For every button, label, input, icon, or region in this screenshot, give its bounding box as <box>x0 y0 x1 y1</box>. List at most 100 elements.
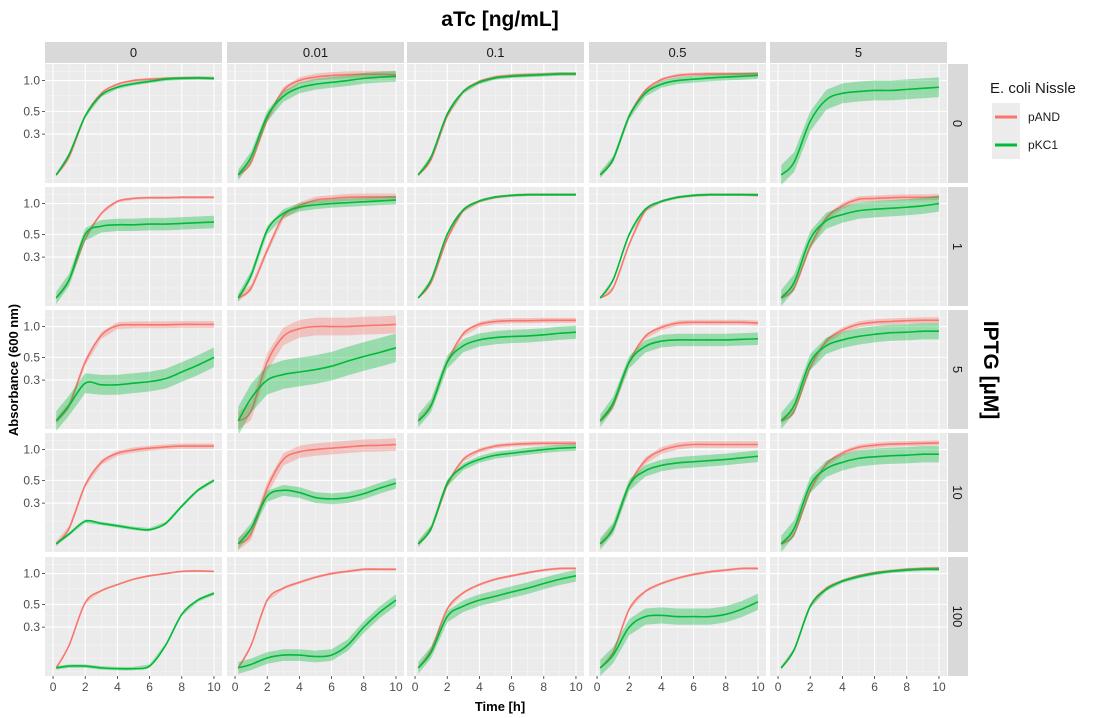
series-line-pkc1 <box>780 202 940 299</box>
x-tick-label: 2 <box>264 680 271 694</box>
series-line-pkc1 <box>55 77 214 176</box>
x-tick-label: 6 <box>871 680 878 694</box>
series-line-pkc1 <box>780 568 939 669</box>
facet-panel <box>589 64 766 183</box>
series-line-pkc1 <box>417 193 576 299</box>
x-tick-label: 10 <box>569 680 583 694</box>
x-tick-label: 4 <box>296 680 303 694</box>
y-axis-label: Absorbance (600 nm) <box>6 304 21 436</box>
series-line-pand <box>55 570 214 669</box>
y-tick-label: 1.0 <box>23 320 40 334</box>
legend-entry-pand: pAND <box>1028 110 1060 124</box>
series-line-pkc1 <box>780 453 939 545</box>
x-tick-label: 6 <box>690 680 697 694</box>
series-line-pkc1 <box>599 601 759 669</box>
facet-panel <box>770 187 947 306</box>
y-tick-label: 0.5 <box>23 597 40 611</box>
series-line-pkc1 <box>237 75 396 176</box>
ribbon-pkc1 <box>238 594 396 674</box>
facet-panel <box>589 433 766 552</box>
series-line-pand <box>237 443 396 545</box>
x-tick-label: 8 <box>722 680 729 694</box>
legend: E. coli Nissle pAND pKC1 <box>990 80 1076 159</box>
facet-col-label: 0 <box>130 45 137 60</box>
series-line-pkc1 <box>55 356 215 422</box>
x-tick-label: 2 <box>82 680 89 694</box>
series-line-pand <box>237 323 396 422</box>
ribbon-pkc1 <box>418 325 576 428</box>
ribbon-pand <box>56 570 214 669</box>
x-tick-label: 6 <box>508 680 515 694</box>
ribbon-pand <box>238 193 396 302</box>
facet-panel <box>227 310 404 436</box>
facet-col-strip <box>45 42 222 63</box>
facet-panel <box>45 64 222 183</box>
facet-row-strip <box>948 433 968 552</box>
x-tick-label: 0 <box>412 680 419 694</box>
x-tick-label: 0 <box>50 680 57 694</box>
facet-panel <box>45 310 222 431</box>
series-line-pand <box>780 442 939 545</box>
facet-col-strip <box>770 42 947 63</box>
x-tick-label: 10 <box>207 680 221 694</box>
facet-row-label: 0 <box>950 120 965 127</box>
x-tick-label: 6 <box>328 680 335 694</box>
y-tick-label: 0.3 <box>23 373 40 387</box>
series-line-pkc1 <box>237 347 397 422</box>
y-tick-label: 0.5 <box>23 104 40 118</box>
series-line-pand <box>780 319 939 422</box>
facet-panel <box>45 187 222 306</box>
facet-panel <box>227 187 404 306</box>
x-axis-label: Time [h] <box>475 699 525 714</box>
y-tick-label: 0.5 <box>23 473 40 487</box>
ribbon-pand <box>418 317 576 424</box>
series-line-pand <box>55 323 214 422</box>
facet-panel <box>227 433 404 552</box>
y-tick-label: 0.3 <box>23 127 40 141</box>
series-line-pand <box>237 568 396 669</box>
x-tick-label: 0 <box>232 680 239 694</box>
series-line-pkc1 <box>599 337 758 422</box>
facet-col-strip <box>589 42 766 63</box>
series-line-pand <box>55 445 214 545</box>
facet-panel <box>45 557 222 676</box>
series-line-pkc1 <box>599 455 759 545</box>
x-tick-label: 8 <box>540 680 547 694</box>
facet-panel <box>770 557 947 676</box>
ribbon-pkc1 <box>781 195 939 306</box>
series-line-pkc1 <box>599 74 758 176</box>
legend-title: E. coli Nissle <box>990 80 1076 97</box>
series-line-pkc1 <box>599 193 758 299</box>
facet-col-strip <box>407 42 584 63</box>
facet-row-label: 1 <box>950 243 965 250</box>
ribbon-pkc1 <box>418 569 576 674</box>
y-tick-label: 0.5 <box>23 350 40 364</box>
facet-panel <box>407 187 584 306</box>
facet-row-label: 5 <box>950 366 965 373</box>
ribbon-pkc1 <box>600 450 758 550</box>
facet-panel <box>589 310 766 429</box>
ribbon-pkc1 <box>600 332 758 428</box>
series-line-pkc1 <box>237 199 396 299</box>
x-tick-label: 2 <box>444 680 451 694</box>
series-line-pand <box>417 567 576 669</box>
series-line-pkc1 <box>417 73 576 176</box>
facet-panel <box>407 310 584 429</box>
x-tick-label: 0 <box>775 680 782 694</box>
y-tick-label: 1.0 <box>23 443 40 457</box>
facet-panel <box>407 557 584 676</box>
series-line-pkc1 <box>238 599 397 669</box>
y-tick-label: 1.0 <box>23 567 40 581</box>
facet-row-strip <box>948 310 968 429</box>
facet-col-label: 5 <box>855 45 862 60</box>
series-line-pkc1 <box>55 479 215 545</box>
facet-row-label: 100 <box>950 606 965 628</box>
series-line-pand <box>55 196 214 299</box>
x-tick-label: 4 <box>114 680 121 694</box>
x-tick-label: 10 <box>932 680 946 694</box>
ribbon-pkc1 <box>56 347 214 431</box>
series-line-pand <box>237 73 396 176</box>
series-line-pkc1 <box>56 592 215 670</box>
series-line-pand <box>780 196 939 299</box>
